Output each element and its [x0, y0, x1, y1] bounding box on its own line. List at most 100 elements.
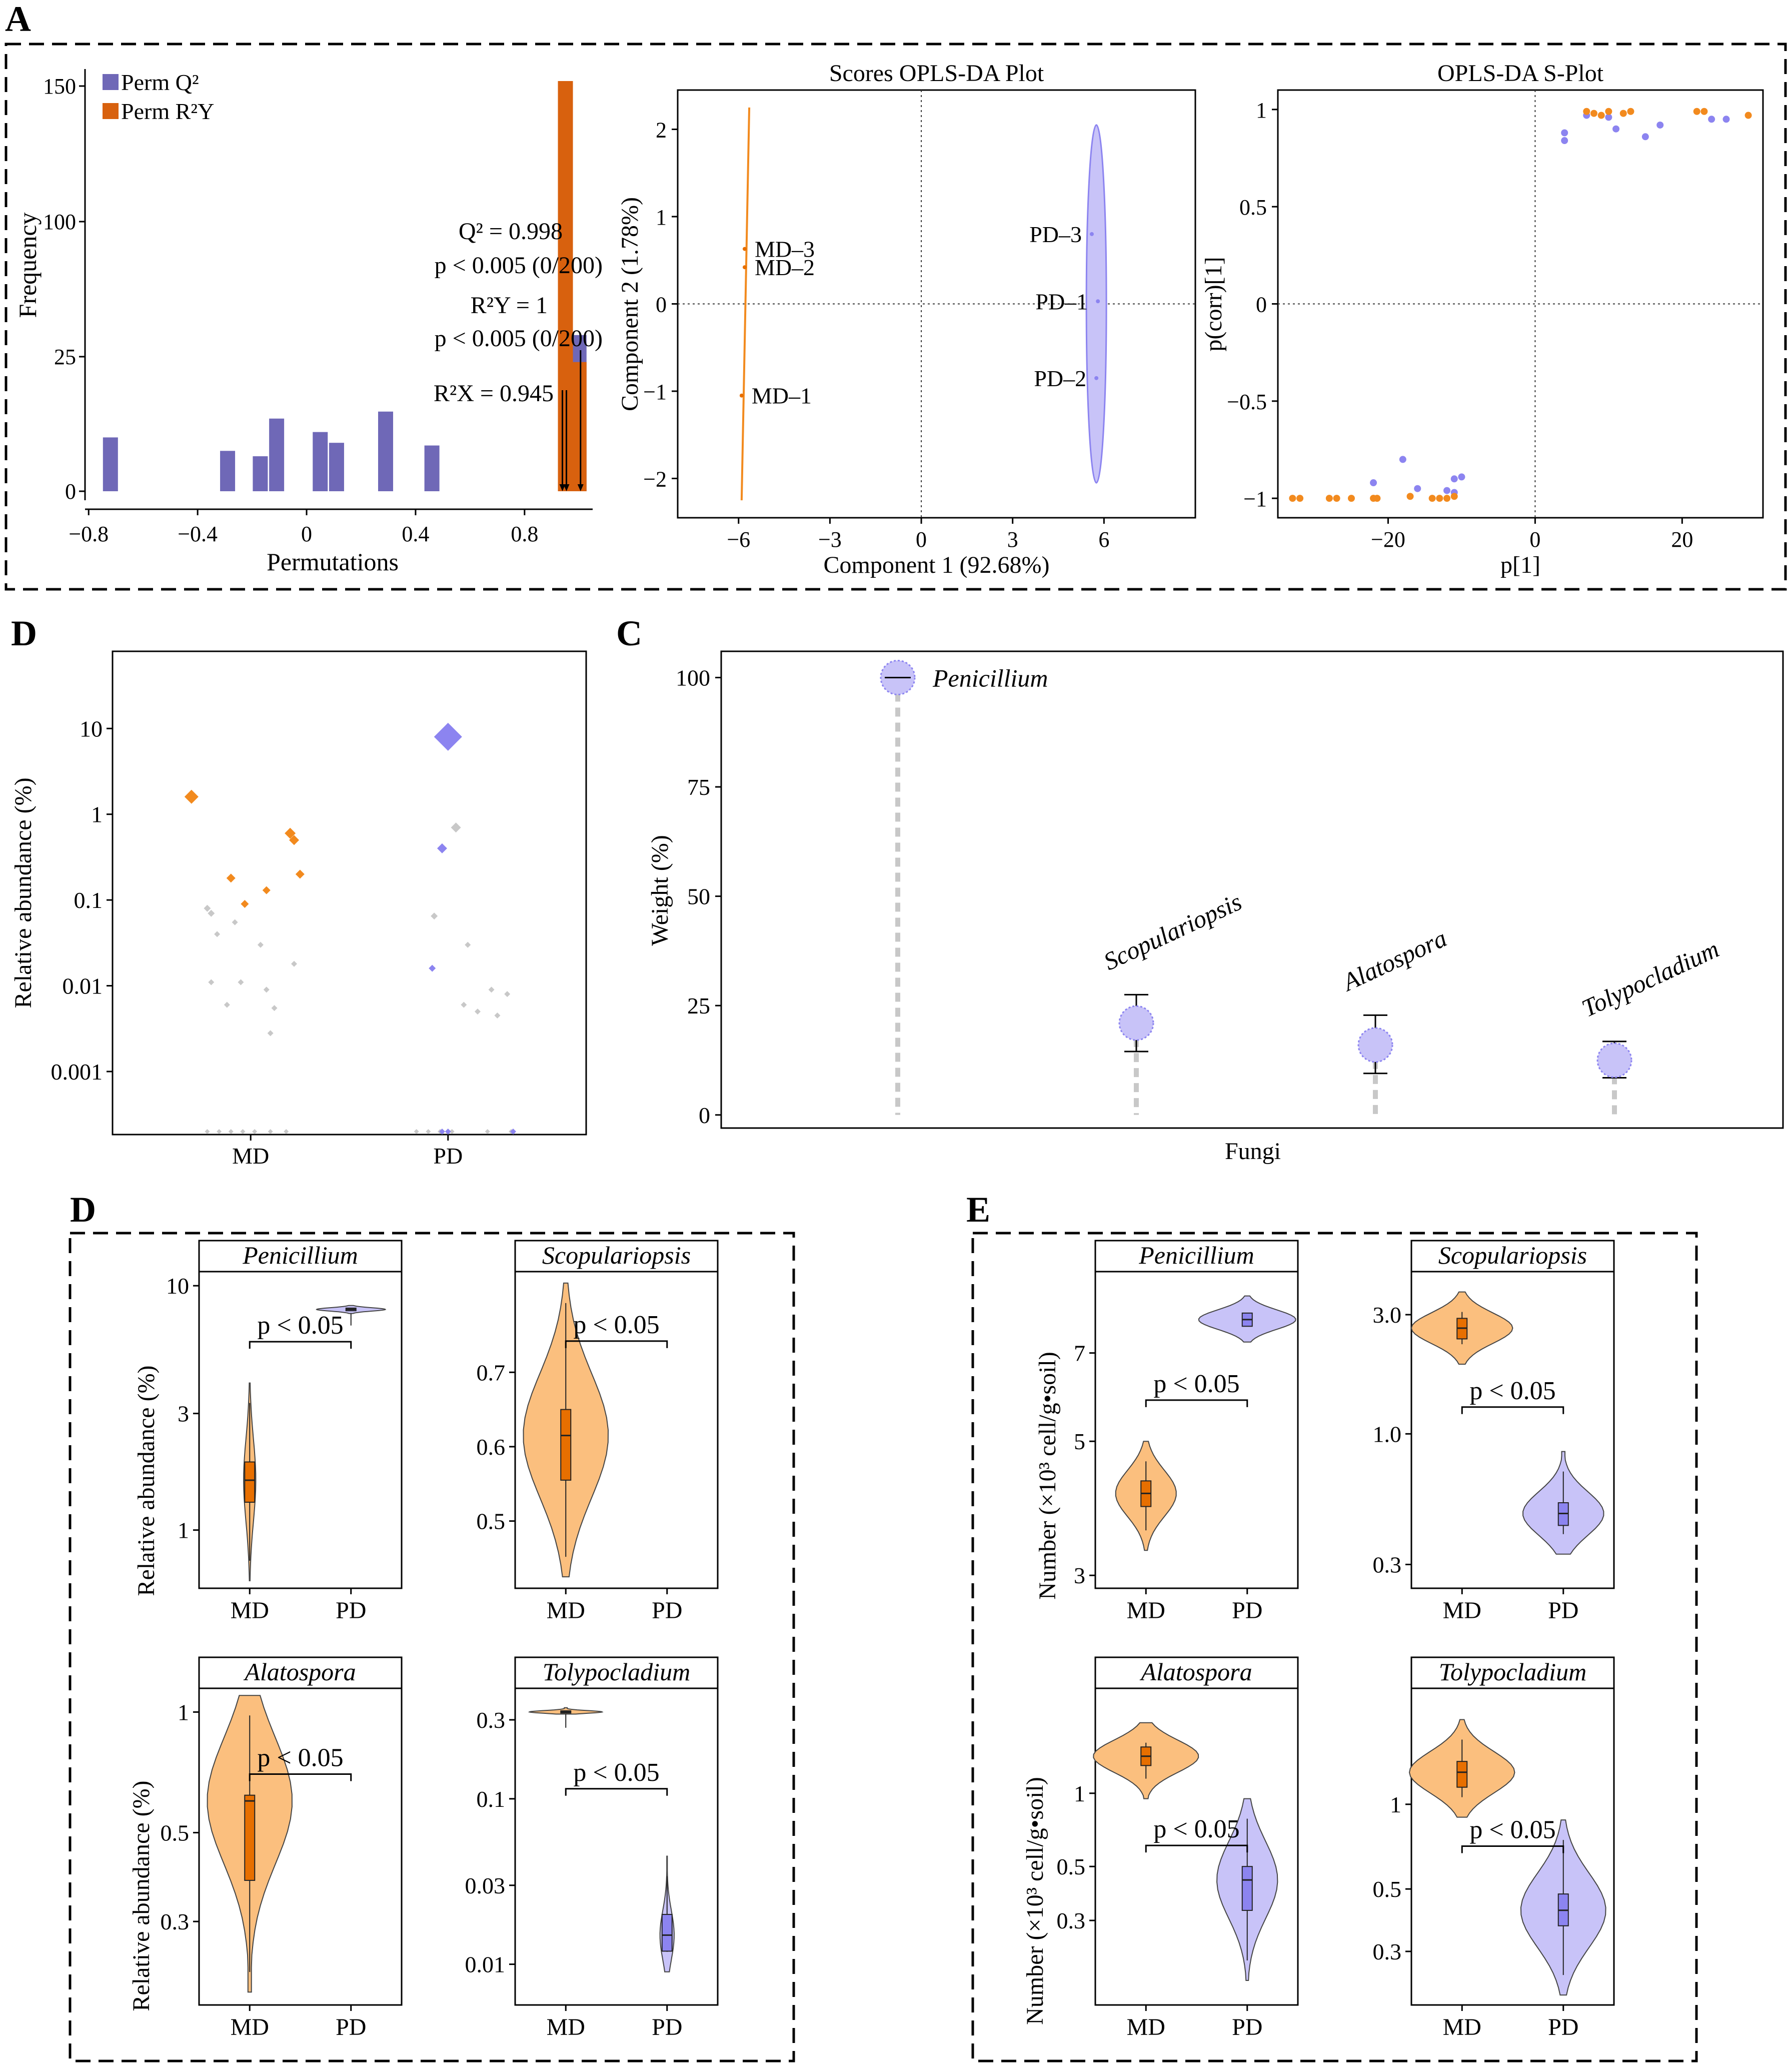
s-plot-point-pd	[1708, 116, 1715, 123]
x-tick-label: −0.8	[69, 522, 109, 546]
s-plot-point-pd	[1722, 116, 1730, 123]
x-tick-label: PD	[1232, 1597, 1262, 1624]
significance-bracket	[249, 1341, 352, 1349]
abundance-point-other	[431, 912, 438, 920]
y-tick-label: 0.5	[161, 1820, 190, 1845]
score-point-label: MD–2	[755, 255, 815, 280]
y-tick-label: 7	[1074, 1341, 1085, 1366]
abundance-point-pd	[429, 964, 436, 972]
panel-label-e: E	[966, 1190, 990, 1230]
score-point-label: MD–3	[755, 237, 815, 262]
facet-frame	[198, 1687, 403, 2006]
abundance-point-other	[465, 941, 471, 948]
y-tick-label: 100	[43, 210, 76, 234]
perm-q2-bar	[269, 418, 285, 491]
s-plot-point-pd	[1450, 475, 1458, 483]
s-plot-point-md	[1700, 108, 1708, 115]
abundance-point-baseline	[205, 1129, 210, 1134]
abundance-point-baseline	[268, 1129, 273, 1134]
y-axis-title: Relative abundance (%)	[133, 1365, 160, 1596]
y-tick-label: 1	[1074, 1781, 1085, 1806]
y-tick-label: −1	[643, 380, 667, 404]
y-tick-label: 0	[699, 1103, 710, 1128]
s-plot-point-pd	[1370, 479, 1377, 487]
score-point-label: PD–3	[1029, 222, 1082, 247]
x-tick-label: PD	[1548, 1597, 1578, 1624]
y-tick-label: 0.1	[477, 1786, 506, 1812]
s-plot-point-md	[1373, 495, 1381, 502]
item-label: Scopulariopsis	[1099, 887, 1246, 975]
p-value-label: p < 0.05	[1153, 1370, 1239, 1398]
p-value-label: p < 0.05	[1153, 1815, 1239, 1843]
x-tick-label: 0.4	[402, 522, 429, 546]
x-tick-label: 0	[916, 527, 927, 552]
s-plot-point-md	[1443, 495, 1451, 502]
x-tick-label: MD	[232, 1143, 269, 1169]
y-tick-label: 0.5	[1239, 195, 1267, 220]
md-box	[560, 1409, 572, 1481]
abundance-point-other	[461, 1001, 467, 1008]
facet-title: Alatospora	[243, 1658, 356, 1686]
score-point	[1090, 232, 1094, 236]
s-plot-point-md	[1590, 110, 1597, 117]
lollipop-head	[1596, 1042, 1632, 1078]
y-tick-label: 0.01	[63, 973, 103, 999]
s-plot-point-md	[1436, 495, 1443, 502]
abundance-point-md	[295, 869, 305, 879]
y-axis-title: Relative abundance (%)	[10, 777, 37, 1008]
x-axis-title: Permutations	[267, 548, 399, 576]
facet-strip	[514, 1240, 719, 1273]
y-axis-title: Component 2 (1.78%)	[617, 197, 643, 411]
panel-d-bottom-frame	[69, 1232, 795, 2062]
s-plot-point-md	[1693, 108, 1700, 115]
annotation-r2x: R²X = 0.945	[434, 380, 554, 407]
chart-title: Scores OPLS-DA Plot	[829, 60, 1044, 87]
s-plot-point-md	[1605, 108, 1612, 115]
stat-arrow-head	[559, 484, 566, 491]
abundance-point-baseline	[228, 1129, 234, 1134]
x-tick-label: −3	[818, 527, 842, 552]
abundance-point-other	[474, 1008, 481, 1015]
s-plot-point-md	[1406, 493, 1414, 500]
y-axis-title: Number (×10³ cell/g•soil)	[1034, 1352, 1061, 1600]
x-tick-label: 0	[301, 522, 312, 546]
abundance-point-other	[204, 904, 211, 912]
md-box	[244, 1461, 256, 1503]
s-plot-point-pd	[1414, 485, 1421, 492]
abundance-point-other	[267, 1030, 274, 1037]
relative-abundance-scatter-chart: 10 1 0.1 0.01 0.001 MD PD Relative abundance (%…	[10, 650, 587, 1169]
legend-swatch-r2y	[103, 103, 119, 119]
facet-title: Tolypocladium	[1439, 1658, 1586, 1686]
s-plot-point-md	[1428, 495, 1436, 502]
panel-e-frame	[971, 1232, 1698, 2062]
y-tick-label: 0.1	[74, 887, 103, 913]
pd-confidence-ellipse	[1085, 124, 1107, 484]
abundance-point-other	[214, 931, 221, 937]
legend-label-q2: Perm Q²	[121, 70, 199, 95]
abundance-point-other	[224, 1001, 230, 1008]
y-tick-label: −2	[643, 467, 667, 491]
y-tick-label: 0.3	[1373, 1939, 1402, 1964]
x-tick-label: 0.8	[511, 522, 538, 546]
s-plot-point-pd	[1656, 121, 1664, 129]
item-label: Penicillium	[932, 664, 1048, 692]
y-tick-label: 0.6	[477, 1434, 506, 1460]
x-tick-label: MD	[1443, 2014, 1481, 2040]
y-tick-label: −0.5	[1227, 390, 1267, 414]
x-tick-label: MD	[547, 2014, 585, 2040]
abundance-point-baseline	[284, 1129, 289, 1134]
facet-title: Alatospora	[1139, 1658, 1252, 1686]
s-plot-point-pd	[1399, 456, 1406, 463]
abundance-point-baseline	[426, 1129, 431, 1134]
annotation-r2y: R²Y = 1	[471, 292, 548, 319]
facet-frame	[514, 1271, 719, 1589]
y-tick-label: 50	[687, 884, 710, 909]
perm-q2-bar	[313, 432, 328, 491]
panel-label-d-bottom: D	[70, 1190, 96, 1230]
stat-arrow-head	[577, 484, 584, 491]
facet-title: Penicillium	[242, 1241, 358, 1269]
y-tick-label: 0.03	[465, 1873, 506, 1898]
abundance-point-other	[263, 986, 270, 993]
